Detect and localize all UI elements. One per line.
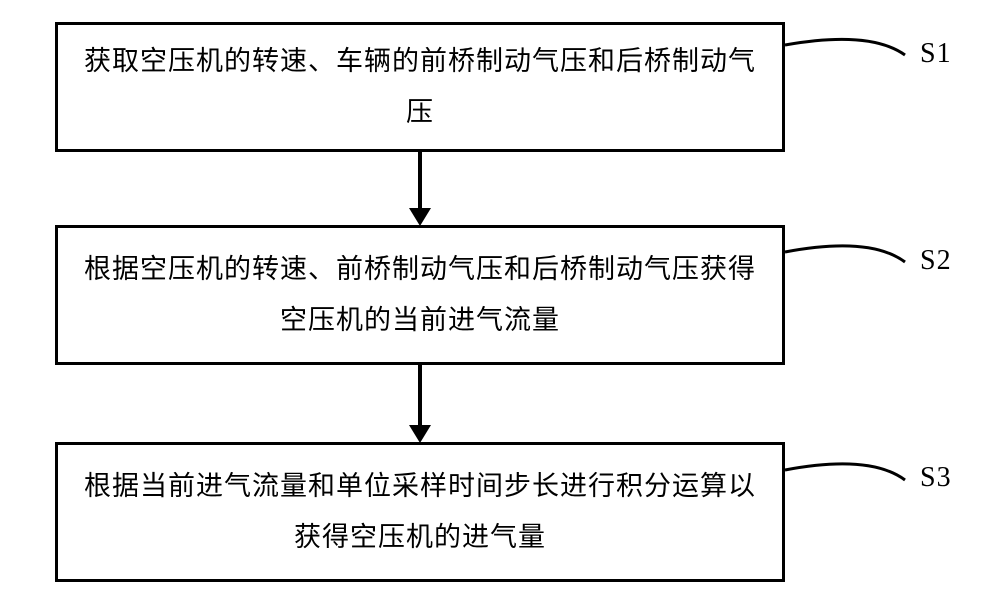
step-text-s3: 根据当前进气流量和单位采样时间步长进行积分运算以获得空压机的进气量 (78, 461, 762, 564)
step-box-s1: 获取空压机的转速、车辆的前桥制动气压和后桥制动气压 (55, 22, 785, 152)
step-text-s1: 获取空压机的转速、车辆的前桥制动气压和后桥制动气压 (78, 36, 762, 139)
step-label-s2: S2 (920, 245, 952, 277)
step-text-s2: 根据空压机的转速、前桥制动气压和后桥制动气压获得空压机的当前进气流量 (78, 244, 762, 347)
step-label-s3: S3 (920, 462, 952, 494)
step-box-s2: 根据空压机的转速、前桥制动气压和后桥制动气压获得空压机的当前进气流量 (55, 225, 785, 365)
step-label-s1: S1 (920, 38, 952, 70)
step-box-s3: 根据当前进气流量和单位采样时间步长进行积分运算以获得空压机的进气量 (55, 442, 785, 582)
flowchart-canvas: 获取空压机的转速、车辆的前桥制动气压和后桥制动气压 S1 根据空压机的转速、前桥… (0, 0, 1000, 615)
